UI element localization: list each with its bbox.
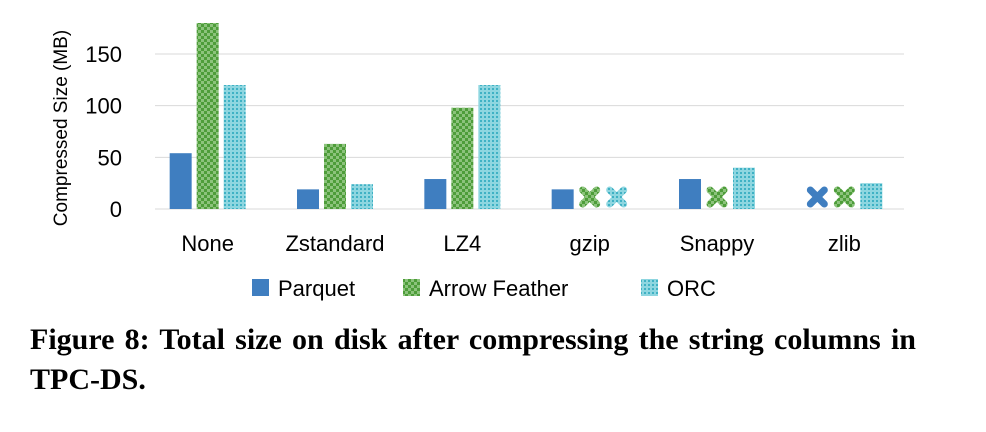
bar-orc-zlib [860, 183, 883, 209]
legend-label-orc: ORC [667, 276, 716, 301]
x-tick-label: gzip [569, 231, 609, 256]
unsupported-marker-parquet-zlib [806, 186, 828, 208]
legend-swatch-orc [641, 279, 658, 296]
unsupported-marker-arrow-feather-snappy [706, 186, 728, 208]
bar-parquet-zstandard [297, 189, 319, 209]
legend-label-arrow-feather: Arrow Feather [429, 276, 568, 301]
bar-arrow-feather-lz4 [451, 107, 474, 209]
legend-label-parquet: Parquet [278, 276, 355, 301]
bar-chart: 0 50 100 150 None Zstandard LZ4 gzip Snappy zlib… [51, 23, 904, 301]
y-tick-label: 0 [110, 197, 122, 222]
y-tick-label: 150 [85, 42, 122, 67]
bar-orc-none [223, 85, 246, 209]
y-tick-label: 100 [85, 94, 122, 119]
gridlines [155, 53, 904, 210]
bar-arrow-feather-zstandard [324, 143, 346, 209]
bar-parquet-snappy [679, 179, 701, 209]
legend-swatch-arrow-feather [403, 279, 420, 296]
x-axis-ticks: None Zstandard LZ4 gzip Snappy zlib [181, 231, 860, 256]
x-tick-label: None [181, 231, 234, 256]
y-axis-title: Compressed Size (MB) [51, 30, 72, 226]
legend-swatch-parquet [252, 279, 269, 296]
bars [169, 23, 883, 209]
bar-orc-lz4 [478, 85, 501, 209]
x-tick-label: LZ4 [443, 231, 481, 256]
bar-orc-zstandard [351, 184, 373, 209]
bar-arrow-feather-none [196, 23, 219, 209]
bar-parquet-gzip [551, 189, 574, 209]
unsupported-marker-arrow-feather-gzip [579, 186, 601, 208]
bar-parquet-lz4 [424, 179, 447, 209]
x-tick-label: Snappy [680, 231, 755, 256]
legend: Parquet Arrow Feather ORC [252, 276, 716, 301]
x-tick-label: Zstandard [285, 231, 384, 256]
bar-parquet-none [169, 153, 192, 209]
figure-caption: Figure 8: Total size on disk after compr… [30, 323, 916, 396]
y-axis-ticks: 0 50 100 150 [85, 42, 122, 222]
unsupported-marker-orc-gzip [606, 186, 628, 208]
y-tick-label: 50 [98, 145, 122, 170]
bar-orc-snappy [733, 167, 755, 209]
unsupported-marker-arrow-feather-zlib [833, 186, 855, 208]
x-tick-label: zlib [828, 231, 861, 256]
